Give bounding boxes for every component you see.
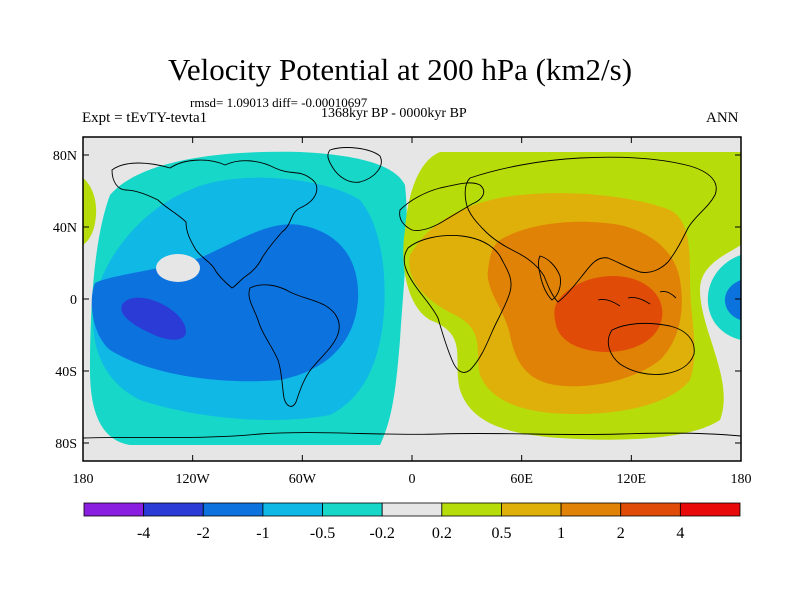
coastline-asia [464,156,717,303]
colorbar-swatch [501,502,562,517]
contour-region-neg-east-edge [707,255,741,340]
colorbar-level-label: -0.2 [370,525,395,542]
lon-tick-label: 120E [617,472,647,487]
colorbar-level-label: 1 [557,525,565,542]
colorbar-swatch [679,502,741,517]
lat-tick-label: 40N [53,221,77,236]
coastline-greenland [327,147,382,183]
colorbar: -4 -2 -1 -0.5 -0.2 0.2 0.5 1 2 4 [83,502,741,542]
colorbar-swatch [560,502,622,517]
contour-region-neutral-patch [156,254,200,282]
season-label: ANN [706,110,739,126]
colorbar-level-label: 0.5 [491,525,511,542]
colorbar-swatch [83,502,145,517]
contour-fill-layer [83,137,741,461]
colorbar-swatch [381,502,443,517]
coastline-antarctica [83,432,741,439]
chart-title: Velocity Potential at 200 hPa (km2/s) [167,52,633,87]
colorbar-swatch [262,502,323,517]
colorbar-swatch [143,502,204,517]
experiment-label: Expt = tEvTY-tevta1 [82,110,208,126]
lat-tick-label: 40S [55,365,77,380]
colorbar-level-label: 2 [617,525,625,542]
lat-tick-label: 80S [55,437,77,452]
lon-tick-label: 120W [176,472,211,487]
contour-region-neg-1 [91,224,359,382]
lon-tick-label: 60W [289,472,317,487]
coastline-europe [399,182,485,231]
lat-tick-label: 80N [53,149,77,164]
rmsd-diff-stats: rmsd= 1.09013 diff= -0.00010697 [190,95,368,110]
lon-tick-label: 0 [409,472,416,487]
colorbar-level-label: -1 [256,525,269,542]
coastline-australia [607,322,695,375]
coastline-layer [83,147,741,439]
colorbar-level-label: -4 [137,525,150,542]
coastline-india [538,255,561,301]
coastline-south-america [248,284,340,407]
colorbar-level-label: 0.2 [432,525,452,542]
coastline-indonesia [597,291,677,307]
lon-tick-label: 180 [73,472,94,487]
axis-ticks-layer: 80N 40N 0 40S 80S 180 120W 60W 0 60E 120E 180 [53,137,752,487]
coastline-africa [403,235,512,373]
colorbar-swatch [441,502,502,517]
period-label: 1368kyr BP - 0000kyr BP [321,106,467,121]
colorbar-level-label: -0.5 [310,525,335,542]
lon-tick-label: 60E [510,472,533,487]
contour-region-pos-west-edge [83,178,97,245]
colorbar-swatch [620,502,681,517]
colorbar-swatch [322,502,383,517]
contour-region-pos-2 [554,276,663,352]
contour-region-neg-east-edge-inner [724,280,741,320]
lon-tick-label: 180 [731,472,752,487]
coastline-north-america [111,159,318,289]
colorbar-level-label: 4 [676,525,684,542]
colorbar-swatch [202,502,264,517]
contour-region-neg-2 [121,297,187,340]
colorbar-level-label: -2 [197,525,210,542]
lat-tick-label: 0 [70,293,77,308]
